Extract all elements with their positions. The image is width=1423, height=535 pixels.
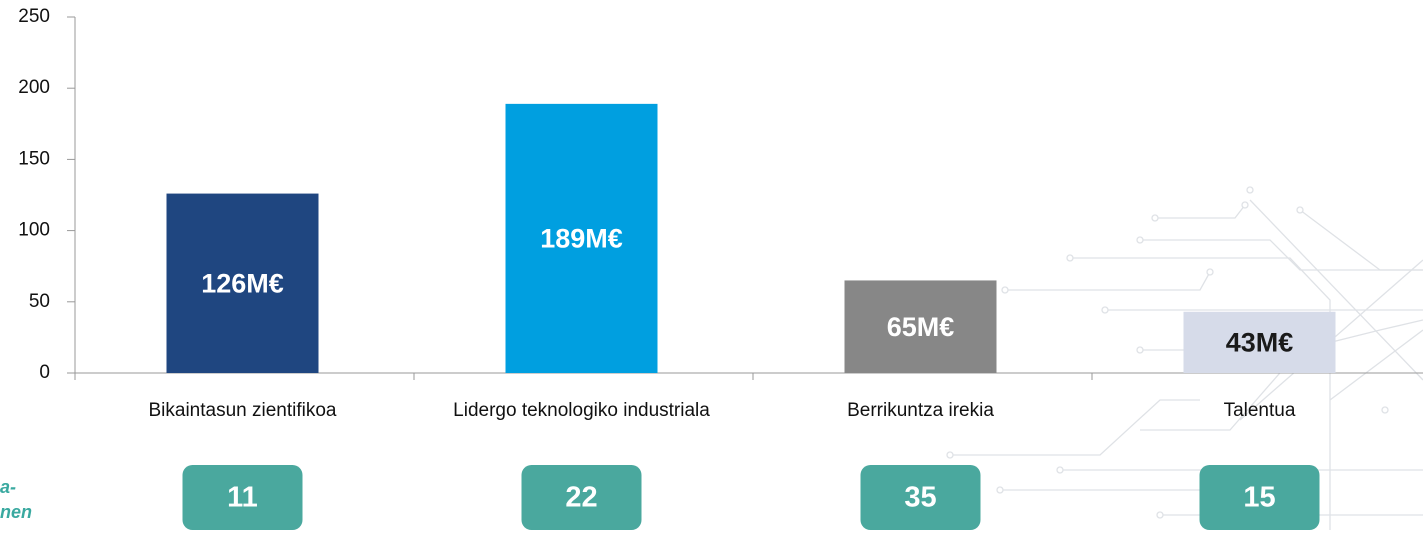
y-tick-label: 50 <box>29 291 50 312</box>
count-label: 11 <box>227 482 258 514</box>
x-tick-label: Talentua <box>1130 398 1390 423</box>
y-tick-label: 250 <box>18 6 50 27</box>
y-tick-label: 200 <box>18 77 50 98</box>
page: a- nen 0 50 100 150 200 250 126M€ 11 189M€ 22 65M€… <box>0 0 1423 535</box>
value-label: 126M€ <box>201 268 284 298</box>
count-label: 22 <box>565 482 597 514</box>
x-tick-label: Lidergo teknologiko industriala <box>452 398 712 423</box>
side-note: a- <box>0 477 16 497</box>
y-tick-label: 0 <box>39 362 50 383</box>
x-tick-label: Berrikuntza irekia <box>791 398 1051 423</box>
count-label: 15 <box>1243 482 1275 514</box>
value-label: 189M€ <box>540 224 623 254</box>
y-tick-label: 100 <box>18 220 50 241</box>
x-tick-label: Bikaintasun zientifikoa <box>113 398 373 423</box>
count-label: 35 <box>904 482 936 514</box>
y-tick-label: 150 <box>18 148 50 169</box>
side-note: nen <box>0 502 32 522</box>
value-label: 65M€ <box>887 312 955 342</box>
chart: a- nen 0 50 100 150 200 250 126M€ 11 189M€ 22 65M€… <box>0 0 1423 535</box>
value-label: 43M€ <box>1226 328 1294 358</box>
